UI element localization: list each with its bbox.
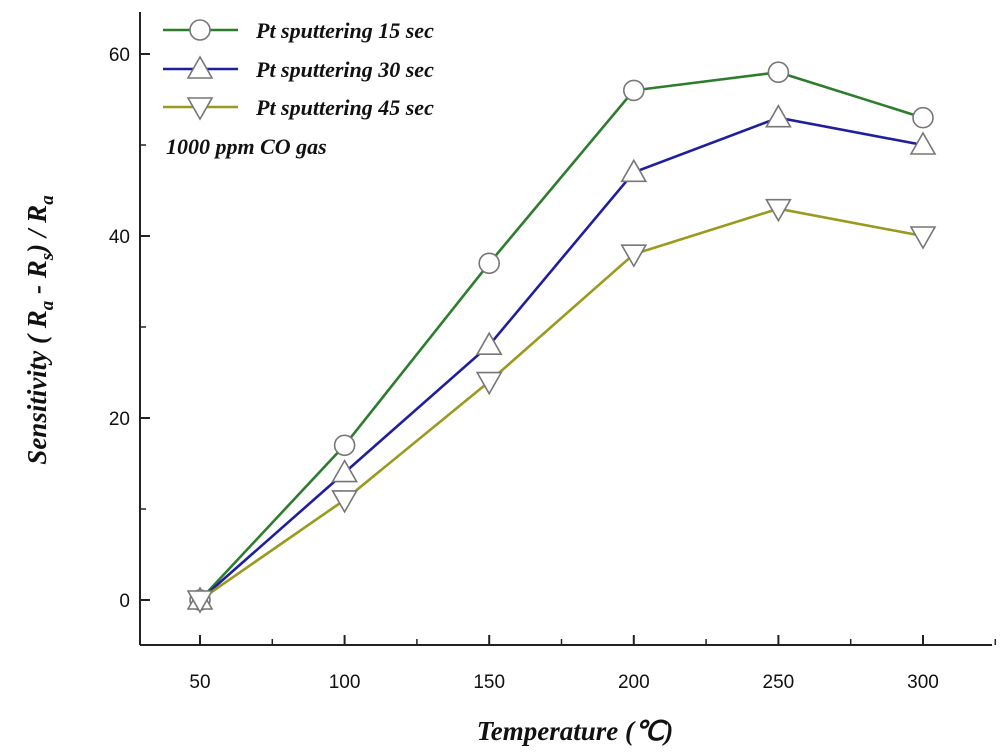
legend-marker — [186, 55, 214, 79]
y-axis-title-part: a — [37, 195, 58, 205]
series-2 — [199, 116, 924, 601]
legend-marker — [186, 97, 214, 121]
x-tick-label: 100 — [329, 672, 361, 693]
data-point — [767, 61, 790, 83]
x-tick-label: 200 — [618, 672, 650, 693]
series-1 — [199, 70, 924, 601]
y-tick-label: 0 — [119, 591, 130, 612]
series-3 — [199, 207, 924, 602]
annotation-text: 1000 ppm CO gas — [166, 134, 327, 159]
data-point — [622, 79, 645, 102]
data-point — [765, 104, 792, 128]
data-point — [478, 252, 501, 275]
data-point — [912, 106, 934, 129]
data-point — [331, 490, 358, 514]
y-tick-label: 40 — [109, 227, 130, 248]
series-markers-2 — [186, 104, 937, 610]
plot-axes: 50 100 150 200 250 300 0 20 40 60 — [109, 12, 997, 693]
legend-label: Pt sputtering 30 sec — [255, 57, 434, 82]
x-tick-label: 50 — [189, 672, 210, 693]
x-tick-label: 250 — [763, 672, 795, 693]
series-line — [199, 70, 924, 601]
series-markers-3 — [186, 198, 937, 614]
y-axis-title-part: - R — [22, 260, 52, 301]
legend: Pt sputtering 15 sec Pt sputtering 30 sec… — [163, 18, 434, 159]
data-point — [765, 198, 792, 223]
x-tick-label: 300 — [907, 672, 939, 693]
axis-labels: Temperature (℃)Sensitivity ( Ra - Rs) / … — [22, 195, 673, 746]
legend-marker — [189, 19, 211, 41]
y-axis-title-part: s — [37, 253, 58, 261]
x-tick-label: 150 — [473, 672, 505, 693]
x-axis-title: Temperature (℃) — [477, 716, 674, 746]
y-axis-title-part: Sensitivity ( R — [22, 310, 52, 465]
data-point — [909, 226, 937, 250]
data-point — [620, 158, 648, 183]
data-point — [909, 131, 937, 155]
data-point — [331, 458, 358, 483]
data-point — [186, 590, 214, 614]
series-layer — [186, 61, 937, 614]
data-point — [475, 331, 503, 356]
y-axis-title-part: a — [37, 300, 58, 310]
y-axis-title: Sensitivity ( Ra - Rs) / Ra — [22, 195, 58, 465]
y-tick-label: 60 — [109, 45, 130, 66]
y-axis-title-part: ) / R — [22, 205, 52, 256]
y-tick-label: 20 — [109, 409, 130, 430]
data-point — [620, 244, 648, 268]
legend-label: Pt sputtering 15 sec — [255, 18, 434, 43]
data-point — [333, 434, 356, 457]
data-point — [475, 371, 503, 396]
series-line — [199, 207, 924, 602]
series-line — [199, 116, 924, 601]
legend-label: Pt sputtering 45 sec — [255, 95, 434, 120]
